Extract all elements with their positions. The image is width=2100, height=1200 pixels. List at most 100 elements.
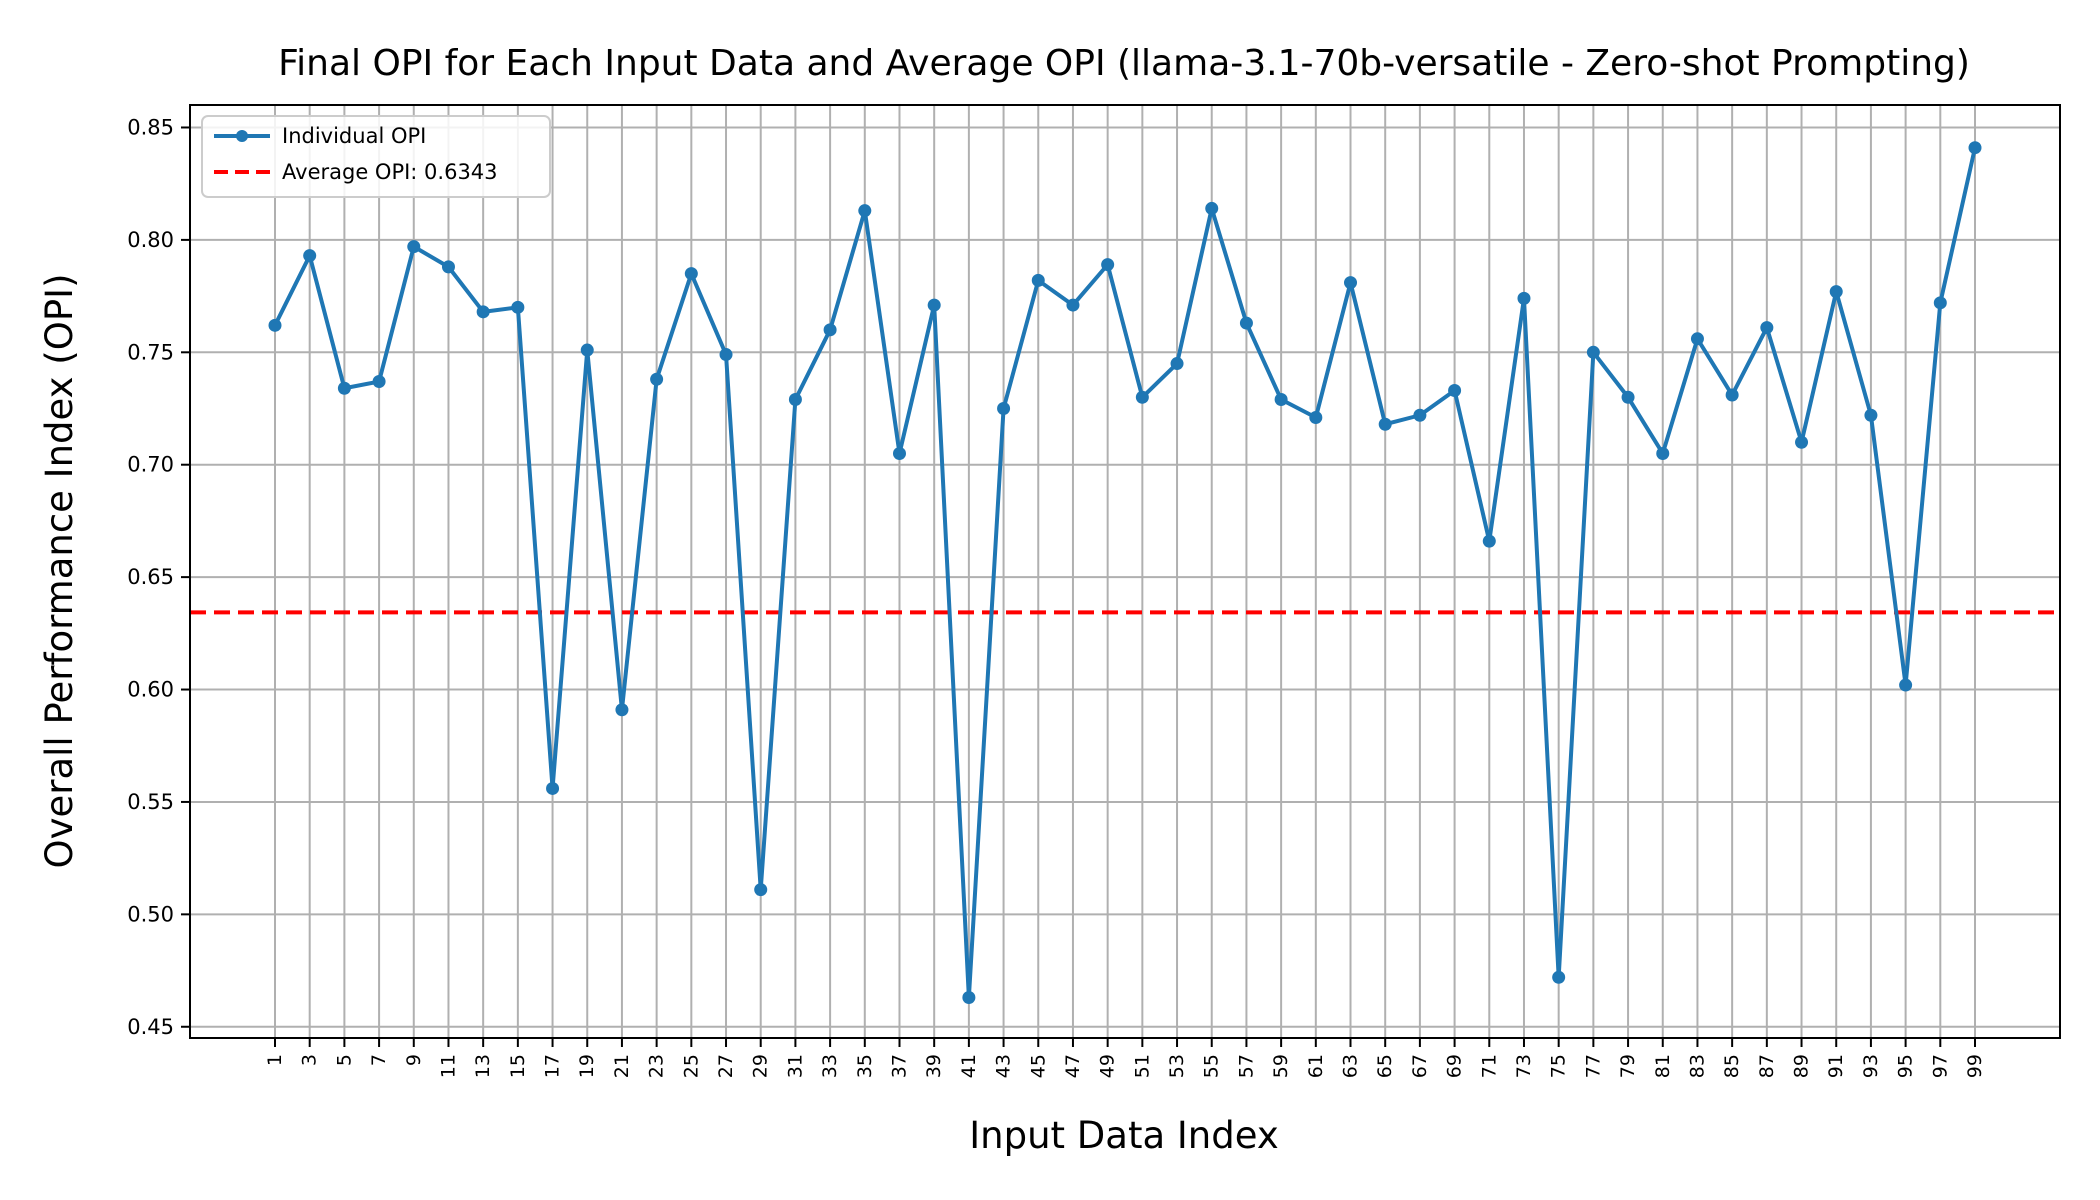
legend-average-label: Average OPI: 0.6343 bbox=[282, 160, 498, 184]
x-tick-label: 35 bbox=[854, 1054, 876, 1078]
data-point bbox=[1413, 408, 1427, 422]
data-point bbox=[962, 991, 976, 1005]
x-tick-label: 87 bbox=[1756, 1054, 1778, 1078]
data-point bbox=[1170, 357, 1184, 371]
y-axis-label: Overall Performance Index (OPI) bbox=[38, 273, 81, 868]
x-tick-label: 49 bbox=[1097, 1054, 1119, 1078]
x-tick-label: 65 bbox=[1374, 1054, 1396, 1078]
y-axis: 0.45 0.50 0.55 0.60 0.65 0.70 0.75 0.80 0.85 bbox=[127, 115, 190, 1039]
data-point bbox=[1829, 285, 1843, 299]
x-tick-label: 75 bbox=[1548, 1054, 1570, 1078]
data-point bbox=[580, 343, 594, 357]
x-tick-label: 19 bbox=[576, 1054, 598, 1078]
data-point bbox=[788, 393, 802, 407]
x-tick-label: 63 bbox=[1340, 1054, 1362, 1078]
data-point bbox=[1239, 316, 1253, 330]
x-tick-label: 91 bbox=[1825, 1054, 1847, 1078]
x-tick-label: 5 bbox=[333, 1054, 355, 1066]
y-tick-label: 0.80 bbox=[127, 228, 174, 252]
x-tick-label: 7 bbox=[368, 1054, 390, 1066]
data-point bbox=[927, 298, 941, 312]
x-axis-label: Input Data Index bbox=[969, 1114, 1279, 1157]
data-point bbox=[1274, 393, 1288, 407]
x-tick-label: 33 bbox=[819, 1054, 841, 1078]
x-tick-label: 37 bbox=[888, 1054, 910, 1078]
data-point bbox=[650, 372, 664, 386]
x-tick-label: 3 bbox=[299, 1054, 321, 1066]
x-tick-label: 73 bbox=[1513, 1054, 1535, 1078]
y-tick-label: 0.45 bbox=[127, 1015, 174, 1039]
x-tick-label: 11 bbox=[437, 1054, 459, 1078]
data-point bbox=[1135, 390, 1149, 404]
data-point bbox=[684, 267, 698, 281]
x-tick-label: 57 bbox=[1235, 1054, 1257, 1078]
x-tick-label: 83 bbox=[1686, 1054, 1708, 1078]
x-tick-label: 53 bbox=[1166, 1054, 1188, 1078]
data-point bbox=[1933, 296, 1947, 310]
data-point bbox=[1968, 141, 1982, 155]
y-tick-label: 0.85 bbox=[127, 115, 174, 139]
data-point bbox=[1378, 417, 1392, 431]
x-tick-label: 45 bbox=[1027, 1054, 1049, 1078]
data-point bbox=[1864, 408, 1878, 422]
x-tick-label: 97 bbox=[1929, 1054, 1951, 1078]
grid-layer bbox=[190, 105, 2060, 1038]
x-tick-label: 71 bbox=[1478, 1054, 1500, 1078]
legend-box bbox=[201, 115, 551, 198]
data-point bbox=[476, 305, 490, 319]
data-point bbox=[1552, 970, 1566, 984]
data-point bbox=[823, 323, 837, 337]
data-point bbox=[719, 348, 733, 362]
x-tick-label: 89 bbox=[1791, 1054, 1813, 1078]
data-point bbox=[441, 260, 455, 274]
x-tick-label: 77 bbox=[1582, 1054, 1604, 1078]
x-tick-label: 21 bbox=[611, 1054, 633, 1078]
data-point bbox=[1448, 384, 1462, 398]
data-point bbox=[511, 300, 525, 314]
data-point bbox=[997, 402, 1011, 416]
x-tick-label: 25 bbox=[680, 1054, 702, 1078]
data-point bbox=[1899, 678, 1913, 692]
x-tick-label: 67 bbox=[1409, 1054, 1431, 1078]
data-point bbox=[1031, 273, 1045, 287]
x-tick-label: 41 bbox=[958, 1054, 980, 1078]
y-tick-label: 0.55 bbox=[127, 790, 174, 814]
x-tick-label: 27 bbox=[715, 1054, 737, 1078]
legend: Individual OPI Average OPI: 0.6343 bbox=[201, 115, 551, 198]
x-tick-label: 81 bbox=[1652, 1054, 1674, 1078]
series-line-individual-opi bbox=[273, 147, 1977, 1000]
x-tick-label: 93 bbox=[1860, 1054, 1882, 1078]
data-point bbox=[1101, 258, 1115, 272]
data-point bbox=[268, 318, 282, 332]
x-tick-label: 23 bbox=[646, 1054, 668, 1078]
x-tick-label: 95 bbox=[1895, 1054, 1917, 1078]
data-point bbox=[1621, 390, 1635, 404]
data-point bbox=[1690, 332, 1704, 346]
data-point bbox=[1760, 321, 1774, 335]
y-tick-label: 0.60 bbox=[127, 678, 174, 702]
data-point bbox=[1309, 410, 1323, 424]
chart-title: Final OPI for Each Input Data and Averag… bbox=[278, 43, 1970, 84]
data-point bbox=[1656, 446, 1670, 460]
x-tick-label: 13 bbox=[472, 1054, 494, 1078]
x-tick-label: 99 bbox=[1964, 1054, 1986, 1078]
data-point bbox=[1517, 291, 1531, 305]
x-tick-label: 59 bbox=[1270, 1054, 1292, 1078]
y-tick-label: 0.70 bbox=[127, 453, 174, 477]
data-point bbox=[372, 375, 386, 389]
legend-series-label: Individual OPI bbox=[282, 124, 426, 148]
data-point bbox=[1344, 276, 1358, 290]
data-point bbox=[1066, 298, 1080, 312]
plot-frame bbox=[189, 104, 2061, 1039]
x-tick-label: 51 bbox=[1131, 1054, 1153, 1078]
data-point bbox=[1795, 435, 1809, 449]
data-point bbox=[337, 381, 351, 395]
data-point bbox=[754, 883, 768, 897]
x-tick-label: 79 bbox=[1617, 1054, 1639, 1078]
data-point bbox=[892, 446, 906, 460]
x-tick-label: 9 bbox=[403, 1054, 425, 1066]
x-tick-label: 29 bbox=[750, 1054, 772, 1078]
data-point bbox=[1482, 534, 1496, 548]
data-point bbox=[1725, 388, 1739, 402]
